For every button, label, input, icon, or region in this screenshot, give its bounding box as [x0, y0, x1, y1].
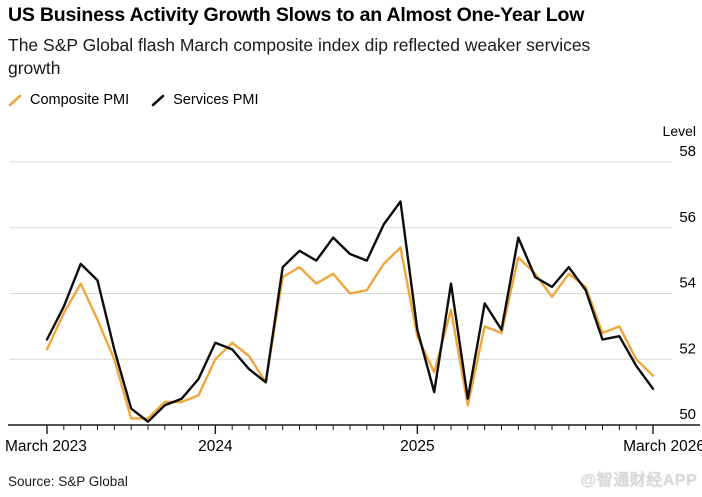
y-axis-unit-label: Level [663, 123, 696, 139]
legend-label-composite: Composite PMI [30, 92, 130, 108]
legend-label-services: Services PMI [173, 92, 259, 108]
x-axis-tick-label: 2025 [400, 438, 434, 455]
page-title: US Business Activity Growth Slows to an … [8, 4, 585, 26]
x-axis-tick-label: March 2026 [623, 438, 702, 455]
x-axis-tick-label: March 2023 [5, 438, 87, 455]
services-slash-icon [151, 94, 165, 106]
services-pmi-line [45, 200, 655, 423]
legend-item-services: Services PMI [151, 92, 259, 108]
pmi-line-chart: 50 52 54 56 58 Level March 2023 2024 2025 March 2… [5, 123, 702, 455]
watermark: @智通财经APP [580, 472, 697, 489]
y-axis-tick-label: 54 [679, 275, 696, 292]
chart-legend: Composite PMI Services PMI [8, 92, 259, 108]
y-axis-tick-label: 56 [679, 209, 696, 226]
y-axis-tick-label: 50 [679, 406, 696, 423]
composite-slash-icon [8, 94, 22, 106]
page-subtitle: The S&P Global flash March composite ind… [8, 35, 591, 79]
source-note: Source: S&P Global [8, 474, 128, 489]
legend-item-composite: Composite PMI [8, 92, 129, 108]
y-axis-tick-label: 58 [679, 143, 696, 160]
x-axis-tick-label: 2024 [198, 438, 233, 455]
y-axis-tick-label: 52 [679, 340, 696, 357]
composite-pmi-line [45, 246, 655, 420]
